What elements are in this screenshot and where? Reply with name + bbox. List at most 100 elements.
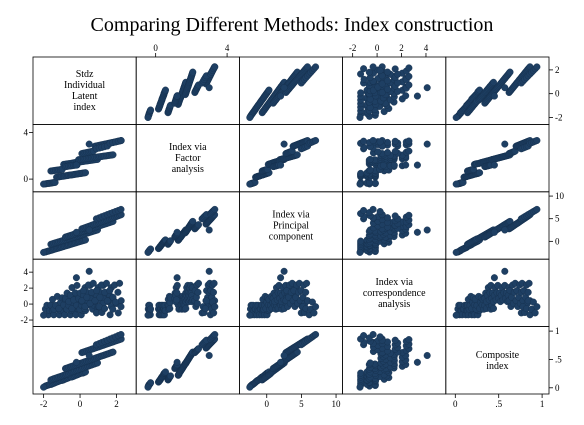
data-point-r0-c1-89 <box>189 68 197 76</box>
data-point-r1-c3-126 <box>413 161 421 169</box>
data-point-r1-c3-124 <box>369 136 377 144</box>
data-point-r0-c4-89 <box>506 68 514 76</box>
data-point-r3-c0-126 <box>72 274 80 282</box>
data-point-r1-c3-67 <box>402 161 410 169</box>
y-tick-label-index-via-correspondence-analysis-0: 0 <box>24 299 29 309</box>
data-point-r3-c1-35 <box>166 305 174 313</box>
x-tick-label-stdz-individual-latent-index-0: 0 <box>78 399 83 409</box>
data-point-r3-c1-95 <box>193 300 201 308</box>
data-point-r0-c3-26 <box>357 89 365 97</box>
data-point-r0-c1-126 <box>173 92 181 100</box>
diagonal-label-index-via-factor-analysis-line-1: Factor <box>175 153 201 164</box>
y-tick-label-index-via-factor-analysis-4: 4 <box>24 127 29 137</box>
x-tick-label-composite-index-5: .5 <box>495 399 502 409</box>
data-point-r3-c4-123 <box>531 309 539 317</box>
data-point-r3-c4-126 <box>490 274 498 282</box>
data-point-r0-c3-113 <box>405 64 413 72</box>
data-point-r3-c2-124 <box>312 303 320 311</box>
y-tick-label-index-via-principal-component-5: 5 <box>555 214 560 224</box>
data-point-r4-c3-124 <box>369 331 377 339</box>
data-point-r2-c3-124 <box>369 205 377 213</box>
data-point-r2-c3-127 <box>356 248 364 256</box>
x-tick-label-index-via-principal-component-0: 0 <box>264 399 269 409</box>
data-point-r3-c1-119 <box>202 297 210 305</box>
data-point-r2-c1-126 <box>173 228 181 236</box>
data-point-r0-c2-125 <box>280 84 288 92</box>
data-point-r1-c4-125 <box>501 140 509 148</box>
data-point-r1-c3-93 <box>384 148 392 156</box>
data-point-r1-c0-126 <box>72 161 80 169</box>
data-point-r3-c0-105 <box>102 279 110 287</box>
data-point-r3-c0-123 <box>114 309 122 317</box>
data-point-r3-c0-97 <box>89 279 97 287</box>
data-point-r1-c3-125 <box>423 140 431 148</box>
data-point-r4-c0-126 <box>72 358 80 366</box>
data-point-r3-c4-127 <box>452 311 460 319</box>
data-point-r4-c2-126 <box>277 358 285 366</box>
data-point-r3-c0-99 <box>93 287 101 295</box>
data-point-r0-c1-124 <box>211 63 219 71</box>
diagonal-label-index-via-principal-component-line-0: Index via <box>272 210 310 221</box>
diagonal-label-stdz-individual-latent-index-line-3: index <box>73 102 95 113</box>
data-point-r4-c2-125 <box>280 352 288 360</box>
data-point-r4-c3-112 <box>391 336 399 344</box>
data-point-r4-c1-125 <box>205 352 213 360</box>
data-point-r3-c1-7 <box>147 305 155 313</box>
data-point-r3-c4-113 <box>525 279 533 287</box>
data-point-r1-c3-35 <box>366 166 374 174</box>
data-point-r1-c3-122 <box>376 138 384 146</box>
diagonal-label-stdz-individual-latent-index-line-2: Latent <box>72 91 98 102</box>
y-tick-label-index-via-correspondence-analysis-4: 4 <box>24 267 29 277</box>
data-point-r0-c2-126 <box>277 92 285 100</box>
data-point-r3-c0-125 <box>85 267 93 275</box>
data-point-r1-c4-124 <box>533 136 541 144</box>
data-point-r1-c2-126 <box>277 161 285 169</box>
data-point-r2-c3-126 <box>413 228 421 236</box>
data-point-r3-c1-113 <box>210 279 218 287</box>
y-tick-label-stdz-individual-latent-index-2: 2 <box>555 65 560 75</box>
data-point-r4-c3-125 <box>423 352 431 360</box>
data-point-r0-c3-121 <box>365 68 373 76</box>
data-point-r2-c0-125 <box>85 226 93 234</box>
data-point-r0-c1-7 <box>147 106 155 114</box>
data-point-r3-c2-113 <box>303 279 311 287</box>
data-point-r1-c2-127 <box>246 180 254 188</box>
data-point-r1-c3-97 <box>405 147 413 155</box>
data-point-r4-c0-124 <box>117 331 125 339</box>
diagonal-label-composite-index-line-0: Composite <box>476 350 520 361</box>
data-point-r3-c1-118 <box>201 305 209 313</box>
diagonal-label-composite-index-line-1: index <box>486 361 508 372</box>
data-point-r3-c0-93 <box>83 293 91 301</box>
y-tick-label-index-via-correspondence-analysis-2: 2 <box>24 283 29 293</box>
data-point-r4-c3-122 <box>376 333 384 341</box>
data-point-r2-c4-126 <box>490 228 498 236</box>
data-point-r2-c3-112 <box>391 212 399 220</box>
data-point-r1-c3-112 <box>391 137 399 145</box>
data-point-r3-c2-127 <box>246 311 254 319</box>
data-point-r3-c1-96 <box>194 288 202 296</box>
data-point-r0-c3-126 <box>413 92 421 100</box>
data-point-r3-c0-107 <box>106 287 114 295</box>
data-point-r2-c0-124 <box>117 205 125 213</box>
data-point-r2-c4-127 <box>452 248 460 256</box>
data-point-r1-c4-127 <box>452 180 460 188</box>
y-tick-label-stdz-individual-latent-index-0: 0 <box>555 89 560 99</box>
data-point-r1-c2-125 <box>280 140 288 148</box>
x-tick-label-composite-index-0: 0 <box>453 399 458 409</box>
data-point-r0-c3-93 <box>384 85 392 93</box>
data-point-r3-c0-113 <box>116 279 124 287</box>
x-tick-label-index-via-correspondence-analysis-0: 0 <box>375 43 380 53</box>
data-point-r2-c3-123 <box>360 206 368 214</box>
diagonal-label-index-via-principal-component-line-2: component <box>269 232 314 243</box>
data-point-r1-c3-113 <box>405 137 413 145</box>
data-point-r3-c0-112 <box>114 288 122 296</box>
data-point-r2-c0-127 <box>40 248 48 256</box>
data-point-r4-c1-127 <box>144 383 152 391</box>
data-point-r2-c1-125 <box>205 226 213 234</box>
data-point-r0-c3-127 <box>356 113 364 121</box>
data-point-r0-c4-126 <box>490 92 498 100</box>
data-point-r3-c1-66 <box>173 289 181 297</box>
data-point-r3-c1-67 <box>173 281 181 289</box>
data-point-r2-c1-89 <box>189 217 197 225</box>
